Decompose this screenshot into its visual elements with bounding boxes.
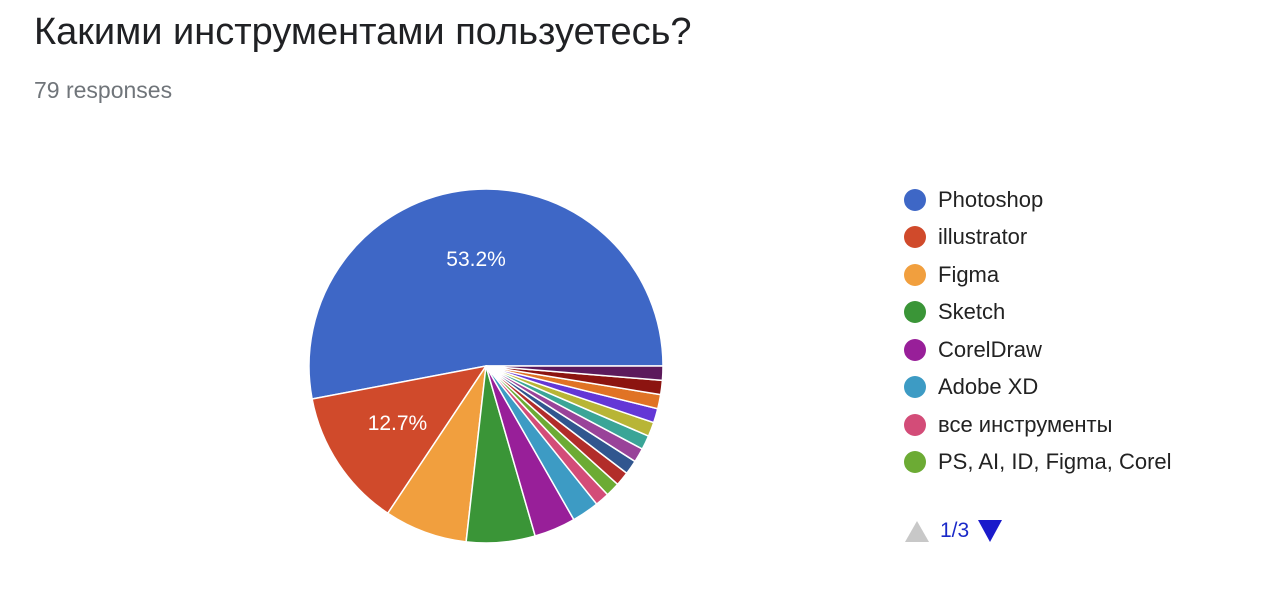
chart-legend: Photoshop illustrator Figma Sketch CorelDraw… bbox=[904, 181, 1172, 481]
legend-swatch bbox=[904, 413, 926, 436]
legend-swatch bbox=[904, 263, 926, 286]
triangle-up-icon bbox=[905, 520, 929, 542]
response-count: 79 responses bbox=[34, 77, 173, 103]
legend-label: Figma bbox=[938, 261, 1000, 287]
chart-title: Какими инструментами пользуетесь? bbox=[34, 11, 692, 53]
pie-slice-other-16 bbox=[485, 365, 664, 382]
legend-item: Adobe XD bbox=[904, 369, 1172, 407]
legend-label: все инструменты bbox=[938, 411, 1113, 437]
legend-next-button[interactable] bbox=[977, 518, 1003, 544]
legend-swatch bbox=[904, 188, 926, 211]
legend-label: Sketch bbox=[938, 299, 1006, 325]
legend-swatch bbox=[904, 301, 926, 324]
legend-swatch bbox=[904, 451, 926, 474]
legend-label: CorelDraw bbox=[938, 336, 1042, 362]
legend-item: все инструменты bbox=[904, 406, 1172, 444]
legend-prev-button[interactable] bbox=[904, 518, 930, 544]
legend-item: Sketch bbox=[904, 294, 1172, 332]
legend-swatch bbox=[904, 376, 926, 399]
triangle-down-icon bbox=[978, 520, 1003, 542]
legend-swatch bbox=[904, 226, 926, 249]
legend-item: PS, AI, ID, Figma, Corel bbox=[904, 444, 1172, 482]
slice-data-label: 53.2% bbox=[446, 248, 506, 271]
pie-chart: 53.2% 12.7% bbox=[308, 188, 664, 544]
legend-label: PS, AI, ID, Figma, Corel bbox=[938, 449, 1172, 475]
legend-pager: 1/3 bbox=[904, 516, 1003, 546]
legend-item: Figma bbox=[904, 256, 1172, 294]
slice-data-label: 12.7% bbox=[368, 412, 428, 435]
legend-item: Photoshop bbox=[904, 181, 1172, 219]
legend-page-indicator: 1/3 bbox=[940, 519, 970, 542]
legend-label: illustrator bbox=[938, 224, 1028, 250]
pie-slice-illustrator bbox=[311, 365, 487, 514]
legend-label: Photoshop bbox=[938, 186, 1044, 212]
legend-item: CorelDraw bbox=[904, 331, 1172, 369]
legend-label: Adobe XD bbox=[938, 374, 1039, 400]
legend-item: illustrator bbox=[904, 219, 1172, 257]
legend-swatch bbox=[904, 338, 926, 361]
pie-slice-photoshop bbox=[308, 188, 664, 400]
